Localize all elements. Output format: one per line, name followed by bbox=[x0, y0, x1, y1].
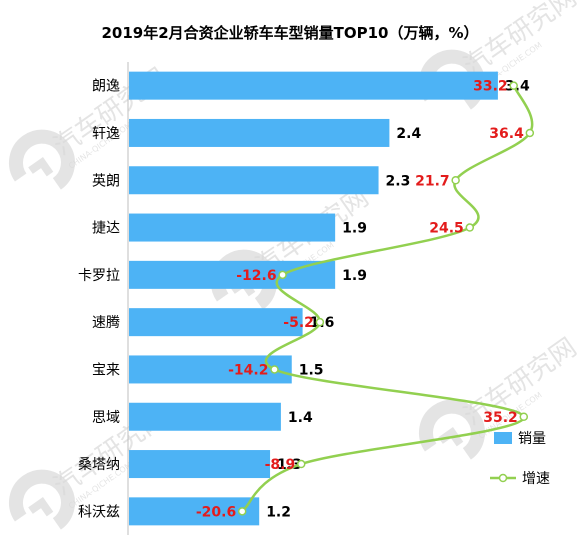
bar-1 bbox=[129, 71, 498, 100]
category-label: 速腾 bbox=[92, 314, 120, 331]
category-label: 宝来 bbox=[92, 362, 120, 378]
bar-3 bbox=[129, 166, 379, 195]
growth-value-label: 21.7 bbox=[415, 173, 450, 189]
growth-value-label: -14.2 bbox=[228, 362, 268, 378]
growth-value-label: 33.2 bbox=[473, 79, 508, 95]
bar-value-label: 2.4 bbox=[396, 126, 421, 142]
bar-8 bbox=[129, 402, 281, 431]
bar-7 bbox=[129, 355, 292, 384]
bar-value-label: 1.4 bbox=[288, 410, 313, 426]
bar-6 bbox=[129, 308, 303, 337]
growth-value-label: -12.6 bbox=[236, 268, 276, 284]
legend-swatch-bar bbox=[494, 432, 512, 444]
bar-10 bbox=[129, 497, 260, 526]
bar-value-label: 1.9 bbox=[342, 268, 367, 284]
watermark-logo-icon bbox=[419, 399, 485, 460]
bar-5 bbox=[129, 260, 336, 289]
bar-value-label: 1.5 bbox=[299, 362, 324, 378]
growth-point-4 bbox=[465, 223, 475, 232]
growth-point-9 bbox=[296, 459, 306, 469]
watermark-logo-mark bbox=[28, 157, 54, 177]
legend-label-bar: 销量 bbox=[518, 431, 546, 447]
growth-point-6 bbox=[315, 317, 325, 327]
bar-9 bbox=[129, 450, 271, 479]
legend-label-line: 增速 bbox=[522, 471, 550, 487]
growth-point-10 bbox=[237, 507, 247, 516]
watermark-logo-icon bbox=[9, 129, 75, 190]
growth-value-label: 24.5 bbox=[429, 221, 464, 237]
growth-point-2 bbox=[525, 128, 535, 138]
growth-line bbox=[241, 85, 534, 513]
category-label: 科沃兹 bbox=[78, 504, 120, 520]
chart-title: 2019年2月合资企业轿车车型销量TOP10（万辆，%） bbox=[101, 24, 479, 42]
category-label: 思域 bbox=[92, 410, 120, 426]
category-label: 朗逸 bbox=[92, 79, 120, 95]
growth-point-7 bbox=[270, 365, 279, 374]
bar-2 bbox=[129, 118, 390, 147]
category-label: 卡罗拉 bbox=[78, 268, 120, 284]
watermark-logo-mark bbox=[28, 497, 54, 517]
bar-value-label: 1.9 bbox=[342, 221, 367, 237]
category-label: 轩逸 bbox=[92, 126, 120, 142]
bar-value-label: 1.2 bbox=[266, 504, 291, 520]
bar-4 bbox=[129, 213, 336, 242]
legend-marker-line bbox=[498, 473, 508, 483]
growth-value-label: -20.6 bbox=[196, 504, 236, 520]
watermark-logo-icon bbox=[9, 469, 75, 530]
bar-value-label: 1.3 bbox=[277, 457, 302, 473]
growth-value-label: -5.2 bbox=[283, 315, 314, 331]
bar-value-label: 2.3 bbox=[386, 173, 411, 189]
watermark-text: 汽车研究网 bbox=[459, 333, 580, 432]
growth-value-label: -8.9 bbox=[265, 457, 296, 473]
watermark-text: 汽车研究网 bbox=[459, 0, 580, 82]
growth-value-label: 35.2 bbox=[483, 410, 518, 426]
growth-point-8 bbox=[519, 412, 529, 421]
growth-point-1 bbox=[509, 81, 518, 90]
growth-point-3 bbox=[451, 176, 460, 185]
growth-point-5 bbox=[278, 270, 287, 280]
category-label: 捷达 bbox=[92, 221, 120, 237]
growth-value-label: 36.4 bbox=[489, 126, 524, 142]
category-label: 英朗 bbox=[92, 172, 120, 189]
category-label: 桑塔纳 bbox=[78, 457, 120, 473]
